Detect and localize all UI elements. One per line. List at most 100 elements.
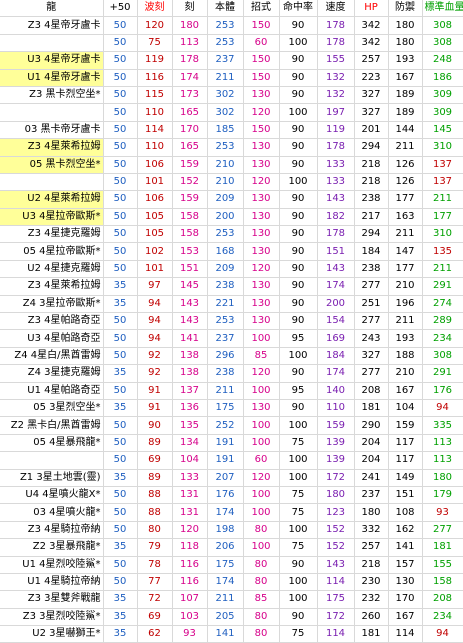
stat-cell[interactable]: 147: [388, 242, 423, 261]
stat-cell[interactable]: 143: [317, 556, 355, 574]
stat-cell[interactable]: 50: [103, 156, 138, 174]
stat-cell[interactable]: 211: [207, 68, 244, 87]
stat-cell[interactable]: 130: [243, 399, 280, 418]
stat-cell[interactable]: 137: [422, 156, 463, 174]
stat-cell[interactable]: 35: [103, 625, 138, 643]
stat-cell[interactable]: 90: [279, 399, 318, 418]
stat-cell[interactable]: 159: [317, 416, 355, 435]
stat-cell[interactable]: 50: [103, 68, 138, 87]
stat-cell[interactable]: 232: [354, 590, 389, 609]
stat-cell[interactable]: 75: [279, 625, 318, 643]
table-row[interactable]: U1 4星騎拉帝納 50 77 116 174 80 100 114 230 130 158: [0, 573, 463, 592]
stat-cell[interactable]: 189: [388, 103, 423, 122]
dragon-name-cell[interactable]: Z3 3星烈咬陸鯊*: [0, 608, 104, 627]
stat-cell[interactable]: 178: [317, 138, 355, 157]
stat-cell[interactable]: 211: [388, 138, 423, 157]
stat-cell[interactable]: 92: [137, 364, 173, 383]
stat-cell[interactable]: 50: [103, 138, 138, 157]
stat-cell[interactable]: 100: [279, 34, 318, 53]
stat-cell[interactable]: 180: [388, 34, 423, 53]
table-row[interactable]: Z1 3星土地雲(靈) 35 89 133 207 120 100 172 241 149 180: [0, 468, 463, 487]
stat-cell[interactable]: 218: [354, 556, 389, 574]
stat-cell[interactable]: 159: [172, 156, 208, 174]
table-row[interactable]: Z2 黑卡白/黑酋雷姆 50 90 135 252 100 100 159 290 159 335: [0, 416, 463, 435]
stat-cell[interactable]: 165: [172, 103, 208, 122]
stat-cell[interactable]: 90: [279, 364, 318, 383]
stat-cell[interactable]: 181: [354, 625, 389, 643]
stat-cell[interactable]: 50: [103, 34, 138, 53]
stat-cell[interactable]: 180: [317, 486, 355, 505]
stat-cell[interactable]: 93: [172, 625, 208, 643]
stat-cell[interactable]: 152: [317, 521, 355, 540]
stat-cell[interactable]: 120: [243, 468, 280, 487]
stat-cell[interactable]: 126: [388, 156, 423, 174]
stat-cell[interactable]: 141: [207, 625, 244, 643]
stat-cell[interactable]: 89: [137, 434, 173, 453]
stat-cell[interactable]: 174: [207, 573, 244, 592]
stat-cell[interactable]: 50: [103, 329, 138, 348]
stat-cell[interactable]: 158: [422, 573, 463, 592]
stat-cell[interactable]: 75: [279, 538, 318, 557]
stat-cell[interactable]: 185: [207, 121, 244, 140]
stat-cell[interactable]: 100: [243, 329, 280, 348]
stat-cell[interactable]: 167: [388, 382, 423, 400]
stat-cell[interactable]: 150: [243, 51, 280, 70]
stat-cell[interactable]: 196: [388, 295, 423, 314]
stat-cell[interactable]: 178: [317, 225, 355, 244]
table-row[interactable]: Z4 4星白/黑酋雷姆 50 92 138 296 85 100 184 327 188 308: [0, 347, 463, 366]
stat-cell[interactable]: 130: [243, 312, 280, 331]
stat-cell[interactable]: 188: [388, 347, 423, 366]
stat-cell[interactable]: 211: [388, 312, 423, 331]
table-row[interactable]: 50 101 152 210 120 100 133 218 126 137: [0, 172, 463, 192]
stat-cell[interactable]: 110: [137, 103, 173, 122]
stat-cell[interactable]: 75: [279, 486, 318, 505]
stat-cell[interactable]: 118: [172, 538, 208, 557]
stat-cell[interactable]: 90: [279, 190, 318, 209]
stat-cell[interactable]: 85: [243, 590, 280, 609]
stat-cell[interactable]: 90: [279, 207, 318, 227]
stat-cell[interactable]: 120: [172, 521, 208, 540]
table-row[interactable]: U3 4星帝牙盧卡 50 119 178 237 150 90 155 257 193 248: [0, 51, 463, 70]
dragon-name-cell[interactable]: Z3 4星帕路奇亞: [0, 312, 104, 331]
stat-cell[interactable]: 335: [422, 416, 463, 435]
column-header[interactable]: 命中率: [279, 0, 318, 18]
dragon-name-cell[interactable]: [0, 451, 104, 470]
stat-cell[interactable]: 50: [103, 260, 138, 279]
stat-cell[interactable]: 310: [422, 225, 463, 244]
stat-cell[interactable]: 35: [103, 468, 138, 487]
stat-cell[interactable]: 50: [103, 382, 138, 400]
stat-cell[interactable]: 205: [207, 608, 244, 627]
stat-cell[interactable]: 177: [422, 207, 463, 227]
stat-cell[interactable]: 180: [172, 16, 208, 35]
stat-cell[interactable]: 257: [354, 51, 389, 70]
stat-cell[interactable]: 100: [279, 416, 318, 435]
stat-cell[interactable]: 274: [422, 295, 463, 314]
stat-cell[interactable]: 94: [137, 312, 173, 331]
stat-cell[interactable]: 141: [388, 538, 423, 557]
stat-cell[interactable]: 308: [422, 34, 463, 53]
stat-cell[interactable]: 90: [279, 295, 318, 314]
stat-cell[interactable]: 139: [317, 451, 355, 470]
stat-cell[interactable]: 79: [137, 538, 173, 557]
stat-cell[interactable]: 181: [354, 399, 389, 418]
stat-cell[interactable]: 90: [279, 277, 318, 296]
stat-cell[interactable]: 248: [422, 51, 463, 70]
stat-cell[interactable]: 175: [317, 590, 355, 609]
stat-cell[interactable]: 291: [422, 364, 463, 383]
stat-cell[interactable]: 186: [422, 68, 463, 87]
stat-cell[interactable]: 50: [103, 573, 138, 592]
table-row[interactable]: 50 75 113 253 60 100 178 342 180 308: [0, 34, 463, 53]
stat-cell[interactable]: 100: [279, 347, 318, 366]
stat-cell[interactable]: 180: [354, 503, 389, 522]
stat-cell[interactable]: 158: [172, 207, 208, 227]
stat-cell[interactable]: 180: [388, 16, 423, 35]
stat-cell[interactable]: 75: [279, 503, 318, 522]
table-row[interactable]: 05 3星烈空坐* 35 91 136 175 130 90 110 181 104 94: [0, 399, 463, 418]
stat-cell[interactable]: 50: [103, 121, 138, 140]
stat-cell[interactable]: 80: [243, 573, 280, 592]
stat-cell[interactable]: 200: [317, 295, 355, 314]
table-row[interactable]: U1 4星帝牙盧卡 50 116 174 211 150 90 132 223 167 186: [0, 68, 463, 87]
stat-cell[interactable]: 90: [279, 121, 318, 140]
table-row[interactable]: U2 4星萊希拉姆 50 106 159 209 130 90 143 238 177 211: [0, 190, 463, 209]
stat-cell[interactable]: 200: [207, 207, 244, 227]
